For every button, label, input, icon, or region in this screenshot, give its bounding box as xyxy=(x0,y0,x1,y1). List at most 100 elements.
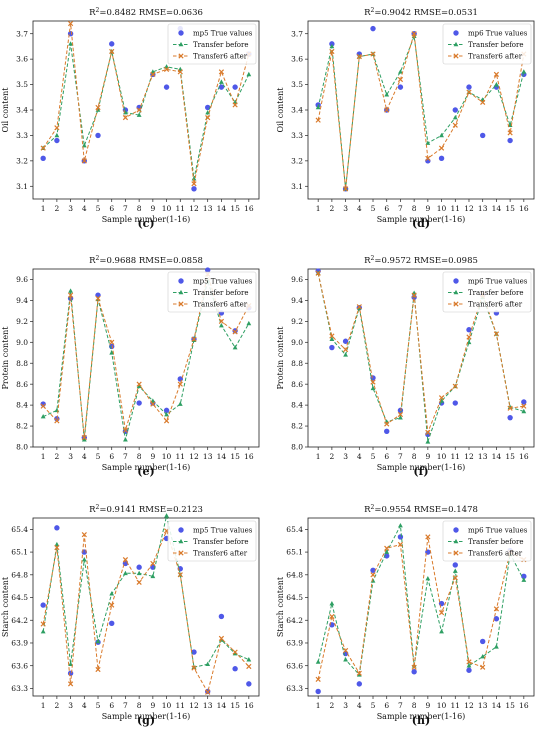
y-tick-label: 8.6 xyxy=(291,380,303,389)
legend-entry: Transfer before xyxy=(468,41,524,49)
data-point xyxy=(480,99,486,105)
data-point xyxy=(494,81,499,87)
data-point xyxy=(452,400,458,406)
legend-marker xyxy=(178,550,184,556)
x-tick-label: 4 xyxy=(357,701,362,710)
x-tick-label: 1 xyxy=(41,204,46,213)
data-point xyxy=(466,667,472,673)
x-tick-label: 1 xyxy=(316,701,321,710)
x-tick-label: 8 xyxy=(137,452,142,461)
panel-label: (e) xyxy=(137,465,154,478)
data-point xyxy=(123,437,128,442)
data-point xyxy=(218,635,225,642)
y-tick-label: 65.1 xyxy=(286,548,303,557)
x-tick-label: 16 xyxy=(244,452,254,461)
data-point xyxy=(329,336,335,341)
data-point xyxy=(40,403,46,409)
x-tick-label: 7 xyxy=(398,452,403,461)
y-tick-label: 9.6 xyxy=(16,275,28,284)
x-tick-label: 12 xyxy=(189,204,199,213)
data-point xyxy=(493,71,500,78)
series-line xyxy=(42,529,250,694)
x-tick-label: 1 xyxy=(316,452,321,461)
x-tick-label: 3 xyxy=(343,452,348,461)
data-point xyxy=(246,663,252,670)
y-tick-label: 3.5 xyxy=(16,80,28,89)
y-axis-label: Oil content xyxy=(276,87,285,133)
x-tick-label: 13 xyxy=(478,452,488,461)
y-tick-label: 3.3 xyxy=(291,131,303,140)
data-point xyxy=(205,115,211,121)
data-point xyxy=(439,629,444,634)
data-point xyxy=(329,613,335,620)
x-tick-label: 5 xyxy=(96,204,101,213)
y-tick-label: 63.3 xyxy=(11,684,28,693)
data-point xyxy=(67,292,74,298)
series-line xyxy=(317,523,525,676)
y-tick-label: 64.8 xyxy=(11,570,28,579)
data-point xyxy=(95,666,101,673)
data-point xyxy=(191,176,197,181)
x-tick-label: 4 xyxy=(82,452,87,461)
data-point xyxy=(343,657,348,662)
data-point xyxy=(218,69,225,75)
data-point xyxy=(163,418,170,424)
data-point xyxy=(315,659,321,664)
data-point xyxy=(136,579,142,586)
legend: mp6 True values Transfer before Transfer6 … xyxy=(442,271,532,313)
y-tick-label: 3.1 xyxy=(16,182,28,191)
x-tick-label: 15 xyxy=(230,701,240,710)
x-tick-label: 11 xyxy=(176,204,186,213)
y-tick-label: 8.0 xyxy=(291,443,303,452)
series-2 xyxy=(315,270,527,435)
data-point xyxy=(370,572,376,578)
data-point xyxy=(466,327,472,333)
data-point xyxy=(136,564,142,570)
y-tick-label: 9.6 xyxy=(291,275,303,284)
data-point xyxy=(95,104,101,111)
legend-entry: Transfer6 after xyxy=(468,550,523,558)
data-point xyxy=(398,522,403,528)
x-tick-label: 7 xyxy=(123,204,128,213)
x-tick-label: 6 xyxy=(384,701,389,710)
x-tick-label: 3 xyxy=(343,701,348,710)
data-point xyxy=(246,657,252,662)
x-tick-label: 9 xyxy=(425,701,430,710)
data-point xyxy=(95,132,101,139)
legend-entry: Transfer6 after xyxy=(193,550,248,558)
data-point xyxy=(177,69,183,75)
data-point xyxy=(109,350,115,355)
data-point xyxy=(95,638,101,644)
x-tick-label: 10 xyxy=(437,204,447,213)
x-tick-label: 5 xyxy=(96,452,101,461)
x-tick-label: 1 xyxy=(41,452,46,461)
data-point xyxy=(398,69,403,74)
data-point xyxy=(205,689,211,695)
data-point xyxy=(246,320,252,326)
x-tick-label: 2 xyxy=(54,452,59,461)
data-point xyxy=(356,672,362,677)
x-tick-label: 2 xyxy=(329,701,334,710)
data-point xyxy=(54,137,60,144)
data-point xyxy=(136,107,142,113)
legend-entry: mp5 True values xyxy=(193,527,253,535)
data-point xyxy=(150,71,156,78)
x-tick-label: 10 xyxy=(437,701,447,710)
series-line xyxy=(317,36,525,189)
x-tick-label: 5 xyxy=(371,452,376,461)
data-point xyxy=(191,186,197,192)
data-point xyxy=(439,132,444,138)
x-tick-label: 15 xyxy=(505,204,515,213)
data-point xyxy=(219,322,224,328)
data-point xyxy=(122,427,129,433)
data-point xyxy=(493,331,500,337)
x-tick-label: 12 xyxy=(464,452,474,461)
x-tick-label: 13 xyxy=(203,701,213,710)
legend-entry: Transfer6 after xyxy=(193,53,248,61)
y-tick-label: 9.0 xyxy=(291,338,303,347)
x-tick-label: 15 xyxy=(505,701,515,710)
data-point xyxy=(315,676,321,682)
x-axis-label: Sample number(1-16) xyxy=(102,463,191,472)
x-tick-label: 9 xyxy=(425,204,430,213)
